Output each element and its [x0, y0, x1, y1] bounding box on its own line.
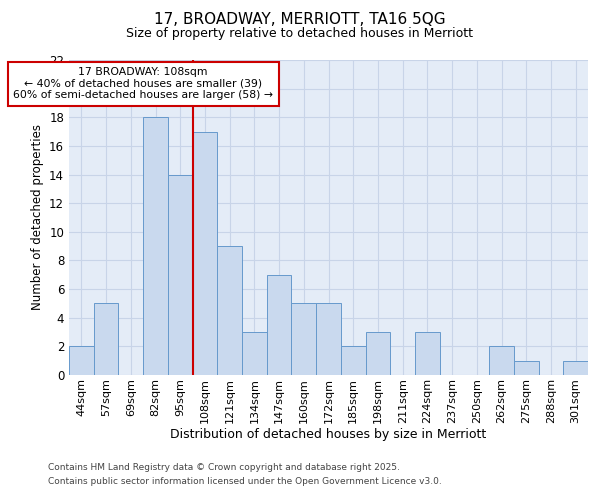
- Bar: [217, 246, 242, 375]
- Text: Contains HM Land Registry data © Crown copyright and database right 2025.: Contains HM Land Registry data © Crown c…: [48, 464, 400, 472]
- Bar: [316, 304, 341, 375]
- Bar: [267, 275, 292, 375]
- Bar: [193, 132, 217, 375]
- Bar: [514, 360, 539, 375]
- Text: Contains public sector information licensed under the Open Government Licence v3: Contains public sector information licen…: [48, 477, 442, 486]
- Bar: [563, 360, 588, 375]
- Bar: [292, 304, 316, 375]
- Text: 17 BROADWAY: 108sqm
← 40% of detached houses are smaller (39)
60% of semi-detach: 17 BROADWAY: 108sqm ← 40% of detached ho…: [13, 67, 273, 100]
- Text: 17, BROADWAY, MERRIOTT, TA16 5QG: 17, BROADWAY, MERRIOTT, TA16 5QG: [154, 12, 446, 28]
- X-axis label: Distribution of detached houses by size in Merriott: Distribution of detached houses by size …: [170, 428, 487, 442]
- Bar: [168, 174, 193, 375]
- Bar: [69, 346, 94, 375]
- Bar: [365, 332, 390, 375]
- Bar: [415, 332, 440, 375]
- Bar: [242, 332, 267, 375]
- Bar: [341, 346, 365, 375]
- Y-axis label: Number of detached properties: Number of detached properties: [31, 124, 44, 310]
- Text: Size of property relative to detached houses in Merriott: Size of property relative to detached ho…: [127, 28, 473, 40]
- Bar: [94, 304, 118, 375]
- Bar: [143, 118, 168, 375]
- Bar: [489, 346, 514, 375]
